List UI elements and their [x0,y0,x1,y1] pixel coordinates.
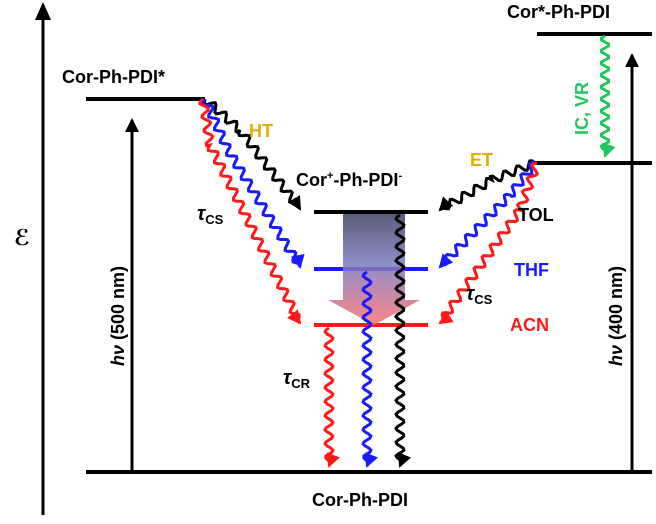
tau-cs-right-label: τCS [466,283,493,307]
et-path-tol [438,159,536,212]
tau-cr-label: τCR [283,367,311,391]
ht-path-tol [202,98,302,211]
hv-500nm-label: hν (500 nm) [108,266,128,366]
cr-path-tol [394,213,411,468]
ground-state-label: Cor-Ph-PDI [312,490,408,510]
ht-path-acn [198,97,302,325]
cr-path-acn [323,326,340,468]
tau-cs-left-label: τCS [197,203,224,227]
energy-axis-label: ℰ [14,225,30,250]
solvent-label-thf: THF [514,260,549,280]
solvent-relaxation-arrow [328,214,420,325]
cor-excited-label: Cor*-Ph-PDI [507,2,610,22]
ic-vr-label: IC, VR [572,82,592,135]
ht-label: HT [249,121,273,141]
solvent-label-tol: TOL [518,205,554,225]
et-label: ET [470,150,493,170]
energy-axis-arrowhead [35,2,51,20]
ic-vr-wavy-arrow [599,34,616,158]
ht-path-thf [201,98,305,269]
pdi-excited-label: Cor-Ph-PDI* [62,67,165,87]
cs-state-label: Cor+-Ph-PDI- [296,170,402,190]
et-path-thf [438,161,536,269]
solvent-label-acn: ACN [510,315,549,335]
hv-400nm-label: hν (400 nm) [606,266,626,366]
cr-path-thf [361,270,378,468]
et-path-acn [438,161,540,325]
